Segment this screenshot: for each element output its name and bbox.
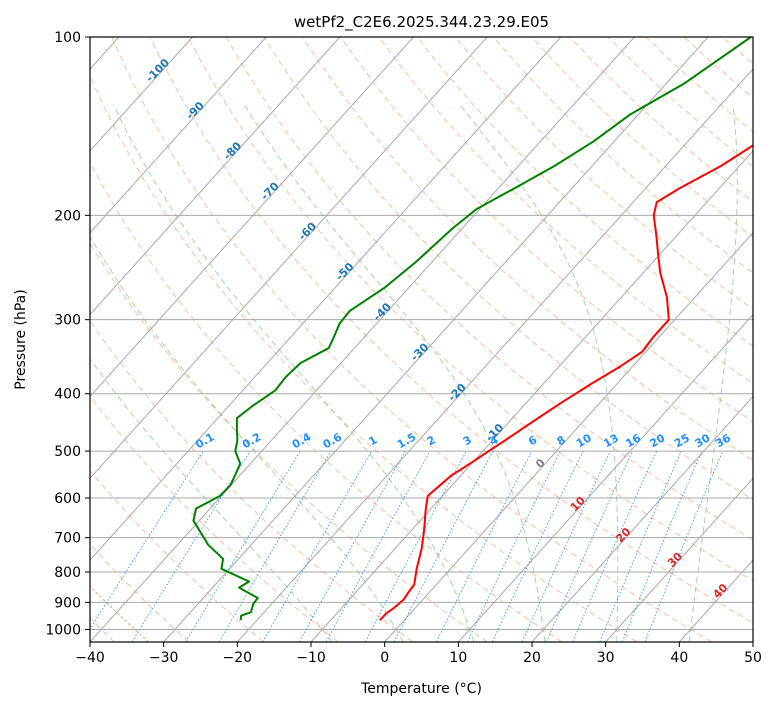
mixing-ratio-line xyxy=(521,450,611,642)
isotherm-line xyxy=(236,68,753,642)
isotherm-line xyxy=(90,37,488,480)
dry-adiabat xyxy=(90,242,488,642)
x-axis-label: Temperature (°C) xyxy=(360,681,482,697)
moist-adiabats xyxy=(90,104,738,642)
dry-adiabat xyxy=(90,469,264,642)
x-tick-label: 30 xyxy=(597,650,615,666)
sounding-series xyxy=(192,37,753,621)
dry-adiabat xyxy=(90,543,190,642)
mixing-ratio-line xyxy=(298,450,406,642)
isotherm-line xyxy=(310,150,753,642)
isotherm-line xyxy=(90,37,193,152)
isotherm-line xyxy=(384,231,753,642)
mixing-ratio-line xyxy=(393,450,494,642)
moist-adiabat xyxy=(459,104,619,642)
dry-adiabat xyxy=(454,37,753,310)
y-tick-label: 700 xyxy=(54,531,81,547)
mixing-ratio-lines xyxy=(90,450,724,642)
x-tick-label: 10 xyxy=(449,650,467,666)
isotherm-line xyxy=(457,313,753,642)
mixing-ratio-line xyxy=(325,450,431,642)
y-tick-label: 600 xyxy=(54,491,81,507)
x-tick-label: −10 xyxy=(296,650,326,666)
y-tick-label: 900 xyxy=(54,595,81,611)
dry-adiabat xyxy=(90,395,339,642)
mixing-ratio-line xyxy=(435,450,533,642)
isotherm-line xyxy=(163,37,709,642)
dry-adiabat xyxy=(149,37,753,624)
isotherm-line xyxy=(605,477,753,642)
isotherm-line xyxy=(90,37,635,642)
mixing-ratio-line xyxy=(131,450,251,642)
y-tick-label: 400 xyxy=(54,387,81,403)
x-tick-label: 40 xyxy=(670,650,688,666)
x-axis-ticks: −40 −30 −20 −10 0 10 20 30 40 50 xyxy=(75,642,762,666)
isotherm-line xyxy=(90,37,267,234)
plot-frame xyxy=(89,36,754,643)
y-tick-label: 300 xyxy=(54,313,81,329)
y-tick-label: 200 xyxy=(54,208,81,224)
moist-adiabat xyxy=(112,104,475,642)
mixing-ratio-line xyxy=(545,450,633,642)
x-tick-label: −40 xyxy=(75,650,105,666)
plot-area: -100-90-80-70-60-50-40-30-20-100 1020304… xyxy=(90,37,753,642)
y-tick-label: 100 xyxy=(54,30,81,46)
mixing-ratio-line xyxy=(491,450,584,642)
dry-adiabat xyxy=(416,37,753,347)
moist-adiabat xyxy=(90,235,404,642)
dry-adiabat xyxy=(111,37,712,642)
isotherm-line xyxy=(90,37,341,316)
mixing-ratio-line xyxy=(572,450,658,642)
mixing-ratio-line xyxy=(644,450,724,642)
tan-curves xyxy=(90,585,150,642)
moist-adiabat xyxy=(688,104,738,642)
mixing-ratio-line xyxy=(185,450,301,642)
isotherm-line xyxy=(531,395,753,642)
x-tick-label: −30 xyxy=(149,650,179,666)
mixing-ratio-line xyxy=(90,450,204,630)
dewpoint-line xyxy=(192,37,752,621)
isotherm-line xyxy=(90,37,562,561)
moist-adiabat xyxy=(243,104,546,642)
x-tick-label: −20 xyxy=(223,650,253,666)
isotherms xyxy=(90,37,753,642)
isotherm-line xyxy=(90,37,414,398)
tan-curve xyxy=(90,585,150,642)
mixing-ratio-line xyxy=(621,450,703,642)
y-axis-label: Pressure (hPa) xyxy=(13,289,29,389)
mixing-ratio-line xyxy=(467,450,561,642)
chart-title: wetPf2_C2E6.2025.344.23.29.E05 xyxy=(294,13,549,32)
y-axis-ticks: 100 200 300 400 500 600 700 800 900 1000 xyxy=(45,30,90,638)
x-tick-label: 20 xyxy=(523,650,541,666)
moist-adiabat xyxy=(90,357,333,642)
y-tick-label: 800 xyxy=(54,565,81,581)
mixing-ratio-line xyxy=(599,450,682,642)
dry-adiabat xyxy=(90,161,563,642)
x-tick-label: 0 xyxy=(380,650,389,666)
y-tick-label: 500 xyxy=(54,444,81,460)
y-tick-label: 1000 xyxy=(45,622,81,638)
x-tick-label: 50 xyxy=(744,650,762,666)
isobars xyxy=(90,37,753,630)
temperature-line xyxy=(379,144,753,621)
mixing-ratio-line xyxy=(364,450,467,642)
